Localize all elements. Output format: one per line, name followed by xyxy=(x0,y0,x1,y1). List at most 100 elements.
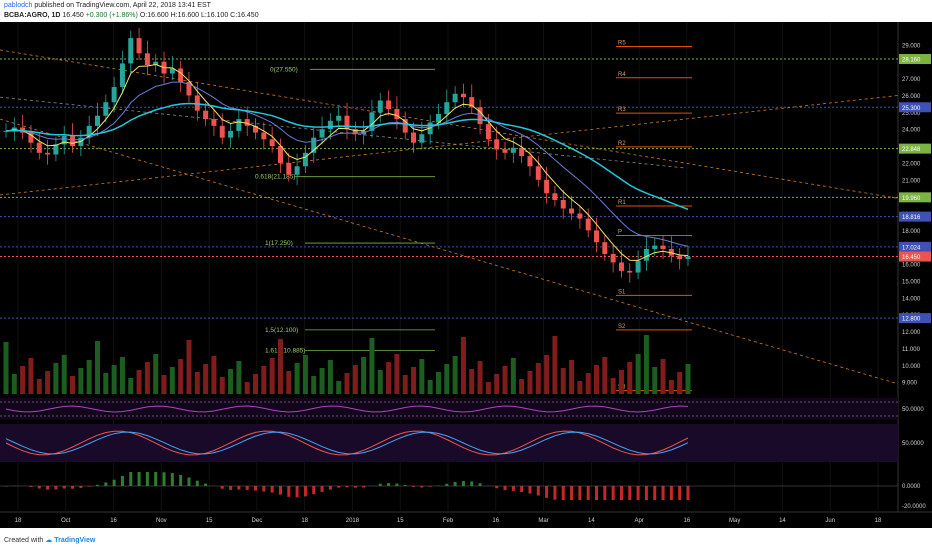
candle-body xyxy=(560,200,566,209)
macd-hist-bar xyxy=(636,486,640,500)
volume-bar xyxy=(510,358,516,394)
y-tick-label: 27.000 xyxy=(902,77,921,83)
price-tag: 28.160 xyxy=(902,58,921,64)
chart-area[interactable]: 29.00028.00027.00026.00025.00024.00023.0… xyxy=(0,22,932,528)
macd-hist-bar xyxy=(37,486,41,489)
chart-svg[interactable]: 29.00028.00027.00026.00025.00024.00023.0… xyxy=(0,22,932,528)
pivot-label: R4 xyxy=(618,72,626,78)
macd-hist-bar xyxy=(287,486,291,497)
volume-bar xyxy=(419,359,425,394)
candle-body xyxy=(444,102,450,115)
volume-bar xyxy=(78,368,84,394)
tradingview-logo-icon: ☁ xyxy=(45,537,53,544)
macd-hist-bar xyxy=(644,486,648,500)
fib-label: 0.618(21.185) xyxy=(255,174,295,181)
volume-bar xyxy=(668,380,674,394)
volume-bar xyxy=(153,354,159,394)
volume-bar xyxy=(103,373,109,394)
volume-bar xyxy=(685,364,691,394)
macd-hist-bar xyxy=(145,472,149,486)
volume-bar xyxy=(45,371,51,394)
macd-hist-bar xyxy=(129,472,133,486)
macd-axis-label-low: -20.0000 xyxy=(902,504,926,510)
candle-body xyxy=(103,102,109,116)
volume-bar xyxy=(635,354,641,394)
candle-body xyxy=(377,100,383,113)
macd-hist-bar xyxy=(220,486,224,489)
candle-body xyxy=(594,230,600,243)
publish-info: published on TradingView.com, April 22, … xyxy=(34,2,211,9)
macd-hist-bar xyxy=(229,486,233,490)
macd-hist-bar xyxy=(545,486,549,498)
volume-bar xyxy=(169,367,175,394)
macd-hist-bar xyxy=(503,486,507,491)
price-tag: 12.800 xyxy=(902,317,921,323)
volume-bar xyxy=(94,341,100,394)
volume-bar xyxy=(53,363,59,394)
volume-bar xyxy=(286,371,292,394)
macd-hist-bar xyxy=(520,486,524,493)
tradingview-link[interactable]: TradingView xyxy=(54,537,96,544)
candle-body xyxy=(677,255,683,260)
volume-bar xyxy=(627,362,633,394)
candle-body xyxy=(460,93,466,98)
x-tick-label: Jun xyxy=(825,518,835,524)
macd-hist-bar xyxy=(495,486,499,489)
high-value: H:16.600 xyxy=(170,12,200,19)
y-tick-label: 18.000 xyxy=(902,229,921,235)
macd-hist-bar xyxy=(353,486,357,488)
macd-hist-bar xyxy=(87,486,91,487)
volume-bar xyxy=(336,381,342,394)
macd-hist-bar xyxy=(112,479,116,486)
volume-bar xyxy=(61,355,67,394)
volume-bar xyxy=(519,379,525,394)
candle-body xyxy=(402,119,408,133)
candle-body xyxy=(194,95,200,111)
candle-body xyxy=(3,130,9,132)
x-tick-label: Apr xyxy=(634,518,643,524)
trend-line-rising xyxy=(0,95,899,196)
volume-bar xyxy=(244,382,250,394)
price-tag-bg xyxy=(899,54,931,65)
volume-bar xyxy=(86,360,92,394)
macd-hist-bar xyxy=(362,486,366,488)
candle-body xyxy=(660,245,666,249)
volume-bar xyxy=(3,342,9,394)
candle-body xyxy=(577,213,583,219)
volume-bar xyxy=(602,357,608,394)
candle-body xyxy=(344,115,350,130)
y-tick-label: 12.000 xyxy=(902,330,921,336)
x-tick-label: 15 xyxy=(397,518,404,524)
macd-hist-bar xyxy=(570,486,574,500)
pivot-label: P xyxy=(618,229,622,235)
volume-bar xyxy=(136,370,142,394)
volume-bar xyxy=(344,373,350,394)
x-tick-label: 15 xyxy=(206,518,213,524)
candle-body xyxy=(369,112,375,131)
fib-label: 1(17.250) xyxy=(265,240,293,247)
volume-bar xyxy=(327,360,333,394)
stoch-axis-label: 50.0000 xyxy=(902,441,924,447)
candle-body xyxy=(86,125,92,138)
volume-bar xyxy=(261,366,267,394)
volume-bar xyxy=(527,371,533,394)
candle-body xyxy=(53,144,59,155)
volume-bar xyxy=(618,370,624,394)
candle-body xyxy=(94,115,100,126)
macd-hist-bar xyxy=(595,486,599,500)
y-tick-label: 21.000 xyxy=(902,178,921,184)
y-tick-label: 14.000 xyxy=(902,296,921,302)
candle-body xyxy=(302,152,308,167)
volume-bar xyxy=(253,374,259,394)
volume-bar xyxy=(610,378,616,394)
open-value: O:16.600 xyxy=(139,12,169,19)
macd-hist-bar xyxy=(170,473,174,486)
author-link[interactable]: pablodch xyxy=(4,2,33,9)
y-tick-label: 9.000 xyxy=(902,381,918,387)
candle-body xyxy=(435,114,441,123)
fib-label: 1.618(10.885) xyxy=(265,347,305,354)
candle-body xyxy=(203,110,209,120)
price-tag: 22.848 xyxy=(902,147,921,153)
created-with-label: Created with xyxy=(4,537,44,544)
y-tick-label: 25.000 xyxy=(902,111,921,117)
